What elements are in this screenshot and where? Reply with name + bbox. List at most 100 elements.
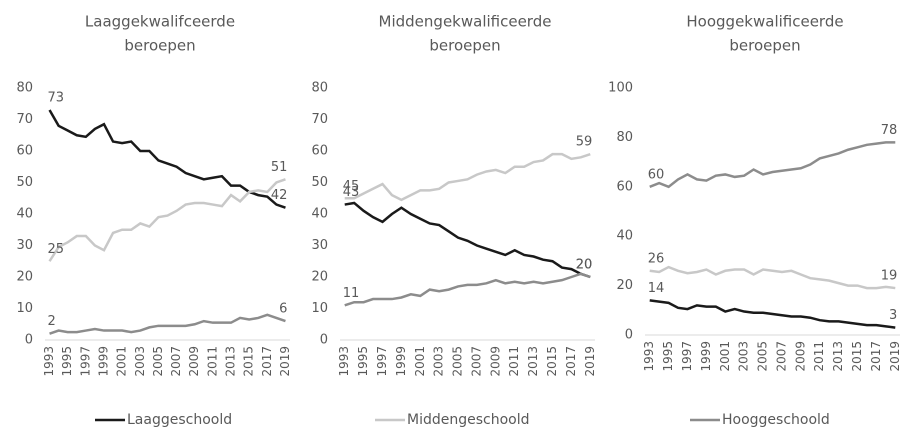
data-label: 2 [48,314,56,329]
data-label: 3 [889,308,897,323]
y-tick-label: 0 [25,333,33,348]
y-tick-label: 0 [320,333,328,348]
y-tick-label: 60 [16,144,33,159]
x-tick-label: 2019 [278,346,292,377]
x-tick-label: 1993 [337,346,351,377]
y-tick-label: 50 [16,175,33,190]
chart-title: Hooggekwalificeerde [686,13,843,31]
y-tick-label: 10 [16,301,33,316]
x-tick-label: 2007 [774,341,788,372]
data-label: 73 [48,91,65,106]
x-tick-label: 2009 [488,346,502,377]
x-tick-label: 2019 [888,341,902,372]
x-tick-label: 2005 [756,341,770,372]
x-tick-label: 1993 [642,341,656,372]
x-tick-label: 2017 [564,346,578,377]
y-tick-label: 60 [616,179,633,194]
data-label: 20 [576,258,593,273]
x-tick-label: 1999 [394,346,408,377]
series-line [649,141,896,189]
x-tick-label: 2017 [260,346,274,377]
y-tick-label: 60 [311,144,328,159]
x-tick-label: 2005 [151,346,165,377]
series-line [344,152,591,202]
x-tick-label: 2011 [507,346,521,377]
y-tick-label: 70 [311,112,328,127]
data-label: 51 [271,160,288,175]
x-tick-label: 1999 [699,341,713,372]
data-label: 60 [648,167,665,182]
legend-label: Hooggeschoold [722,412,830,428]
y-tick-label: 30 [311,238,328,253]
x-tick-label: 2009 [793,341,807,372]
data-label: 25 [48,242,65,257]
x-tick-label: 2013 [831,341,845,372]
y-tick-label: 0 [625,328,633,343]
data-label: 59 [576,135,593,150]
series-line [649,299,896,329]
y-tick-label: 100 [608,81,633,96]
y-tick-label: 20 [616,278,633,293]
x-tick-label: 2011 [812,341,826,372]
x-tick-label: 2017 [869,341,883,372]
x-tick-label: 1995 [60,346,74,377]
y-tick-label: 40 [616,229,633,244]
series-line [48,109,286,209]
x-tick-label: 2001 [115,346,129,377]
x-tick-label: 2001 [718,341,732,372]
y-tick-label: 80 [616,130,633,145]
data-label: 45 [343,179,360,194]
x-tick-label: 1993 [42,346,56,377]
data-label: 14 [648,281,665,296]
x-tick-label: 1997 [375,346,389,377]
x-tick-label: 2013 [224,346,238,377]
data-label: 11 [343,286,360,301]
x-tick-label: 2019 [583,346,597,377]
series-line [48,178,286,262]
x-tick-label: 2007 [469,346,483,377]
y-tick-label: 10 [311,301,328,316]
x-tick-label: 2007 [169,346,183,377]
x-tick-label: 1995 [356,346,370,377]
x-tick-label: 2011 [205,346,219,377]
data-label: 19 [881,269,898,284]
data-label: 42 [271,188,288,203]
y-tick-label: 80 [311,81,328,96]
x-tick-label: 2005 [451,346,465,377]
legend-label: Middengeschoold [407,412,530,428]
series-line [649,265,896,290]
y-tick-label: 40 [311,207,328,222]
series-line [344,201,591,279]
series-line [344,272,591,307]
series-line [49,313,286,335]
chart-title: beroepen [429,37,500,55]
y-tick-label: 20 [311,270,328,285]
x-tick-label: 1997 [680,341,694,372]
data-label: 20 [576,258,593,273]
x-tick-label: 1999 [96,346,110,377]
data-label: 26 [648,251,665,266]
x-tick-label: 2009 [187,346,201,377]
x-tick-label: 2015 [242,346,256,377]
x-tick-label: 2003 [432,346,446,377]
data-label: 6 [279,302,287,317]
x-tick-label: 2003 [133,346,147,377]
x-tick-label: 2003 [737,341,751,372]
chart-title: Middengekwalificeerde [379,13,552,31]
y-tick-label: 80 [16,81,33,96]
x-tick-label: 1995 [661,341,675,372]
chart-title: Laaggekwalifceerde [85,13,235,31]
data-label: 78 [881,123,898,138]
y-tick-label: 70 [16,112,33,127]
y-tick-label: 50 [311,175,328,190]
chart-title: beroepen [729,37,800,55]
x-tick-label: 2013 [526,346,540,377]
y-tick-label: 40 [16,207,33,222]
x-tick-label: 2015 [545,346,559,377]
x-tick-label: 1997 [78,346,92,377]
y-tick-label: 20 [16,270,33,285]
legend-label: Laaggeschoold [127,412,232,428]
y-tick-label: 30 [16,238,33,253]
data-label: 43 [343,185,360,200]
